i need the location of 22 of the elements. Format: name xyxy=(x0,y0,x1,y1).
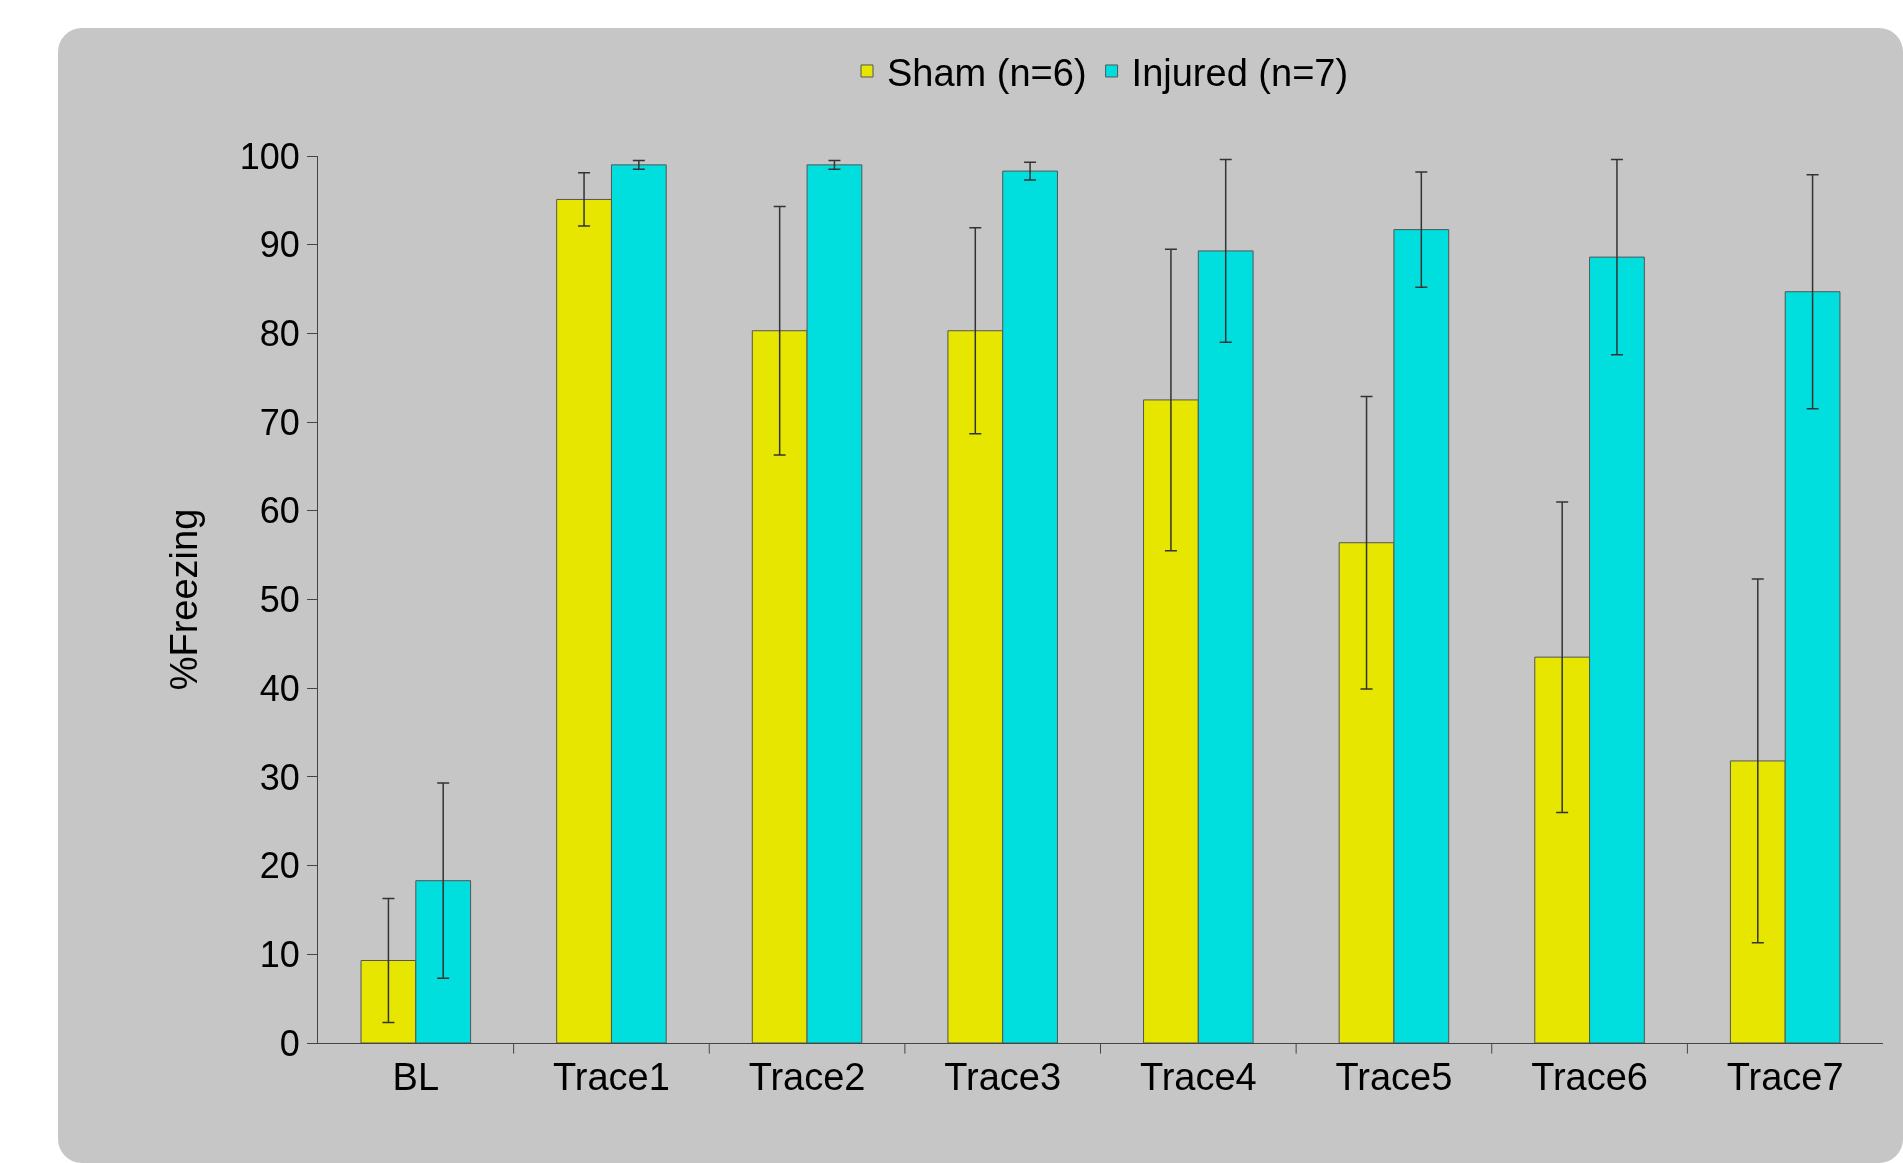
x-tick-label: Trace7 xyxy=(1726,1055,1844,1098)
y-tick-label: 0 xyxy=(279,1022,300,1064)
y-axis-title: %Freezing xyxy=(162,508,205,691)
y-tick-label: 10 xyxy=(259,933,300,975)
x-tick-label: Trace2 xyxy=(748,1055,866,1098)
y-tick-label: 20 xyxy=(259,845,300,887)
y-tick-label: 50 xyxy=(259,579,300,621)
legend-label: Sham (n=6) xyxy=(887,51,1087,94)
x-tick-label: Trace1 xyxy=(553,1055,670,1098)
legend-label: Injured (n=7) xyxy=(1131,51,1349,94)
x-tick-label: Trace3 xyxy=(944,1055,1062,1098)
y-tick-label: 70 xyxy=(259,401,300,443)
y-tick-label: 30 xyxy=(259,756,300,798)
y-tick-label: 60 xyxy=(259,490,300,532)
y-tick-label: 40 xyxy=(259,667,300,709)
y-tick-label: 100 xyxy=(239,135,300,177)
y-tick-label: 90 xyxy=(259,224,300,266)
x-tick-label: BL xyxy=(392,1055,440,1098)
x-tick-label: Trace5 xyxy=(1335,1055,1453,1098)
x-tick-label: Trace4 xyxy=(1139,1055,1257,1098)
x-tick-label: Trace6 xyxy=(1531,1055,1648,1098)
y-tick-label: 80 xyxy=(259,313,300,354)
